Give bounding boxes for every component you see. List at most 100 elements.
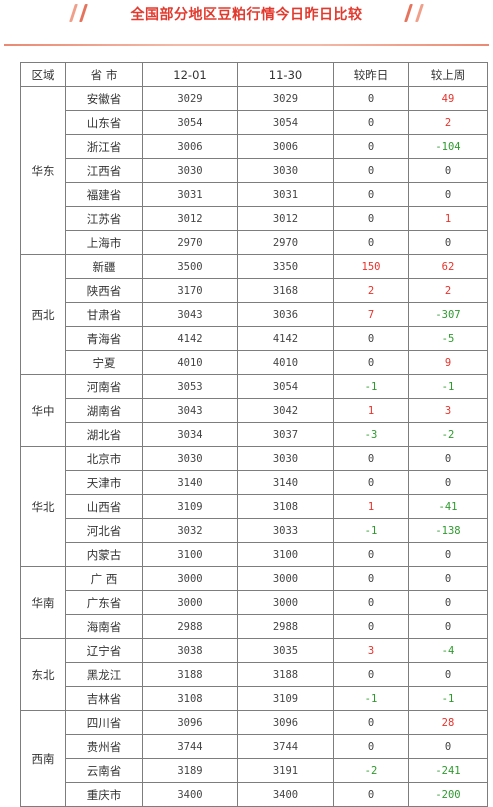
change-vs-last-week-cell: 62 [408,254,488,279]
change-vs-yesterday-cell: 0 [333,182,409,207]
table-row: 福建省 3031 3031 0 0 [21,182,488,207]
header-vs-last-week: 较上周 [408,62,488,87]
page-title: 全国部分地区豆粕行情今日昨日比较 [130,7,363,23]
province-cell: 天津市 [65,470,143,495]
price-yesterday-cell: 3035 [237,638,334,663]
price-today-cell: 3000 [142,566,238,591]
province-cell: 四川省 [65,710,143,735]
price-yesterday-cell: 2970 [237,230,334,255]
price-today-cell: 2970 [142,230,238,255]
table-row: 海南省 2988 2988 0 0 [21,614,488,639]
change-vs-last-week-cell: -41 [408,494,488,519]
price-today-cell: 3006 [142,134,238,159]
province-cell: 黑龙江 [65,662,143,687]
province-cell: 湖北省 [65,422,143,447]
change-vs-last-week-cell: 0 [408,182,488,207]
province-cell: 山西省 [65,494,143,519]
price-yesterday-cell: 3036 [237,302,334,327]
table-row: 内蒙古 3100 3100 0 0 [21,542,488,567]
price-today-cell: 3030 [142,158,238,183]
price-yesterday-cell: 3109 [237,686,334,711]
price-comparison-table-wrapper: 区域 省 市 12-01 11-30 较昨日 较上周 华东 安徽省 3029 3029… [20,62,488,807]
table-row: 上海市 2970 2970 0 0 [21,230,488,255]
price-yesterday-cell: 3030 [237,158,334,183]
price-today-cell: 3031 [142,182,238,207]
change-vs-yesterday-cell: 0 [333,206,409,231]
price-today-cell: 3100 [142,542,238,567]
province-cell: 吉林省 [65,686,143,711]
change-vs-yesterday-cell: 0 [333,782,409,807]
header-region: 区域 [20,62,66,87]
change-vs-last-week-cell: 0 [408,446,488,471]
change-vs-last-week-cell: 0 [408,566,488,591]
table-row: 华中 河南省 3053 3054 -1 -1 [20,374,488,447]
change-vs-last-week-cell: -307 [408,302,488,327]
change-vs-last-week-cell: -2 [408,422,488,447]
change-vs-last-week-cell: -1 [408,374,488,399]
province-cell: 上海市 [65,230,143,255]
province-cell: 贵州省 [65,734,143,759]
change-vs-last-week-cell: 0 [408,590,488,615]
province-cell: 广 西 [65,566,143,591]
change-vs-yesterday-cell: 3 [333,638,409,663]
table-row: 湖南省 3043 3042 1 3 [21,398,488,423]
price-yesterday-cell: 3054 [237,110,334,135]
province-cell: 浙江省 [65,134,143,159]
price-yesterday-cell: 3096 [237,710,334,735]
price-yesterday-cell: 3168 [237,278,334,303]
province-cell: 广东省 [65,590,143,615]
table-row: 天津市 3140 3140 0 0 [21,470,488,495]
change-vs-yesterday-cell: 0 [333,470,409,495]
change-vs-last-week-cell: -241 [408,758,488,783]
price-today-cell: 3054 [142,110,238,135]
region-cell: 华中 [20,374,66,447]
price-yesterday-cell: 4010 [237,350,334,375]
price-yesterday-cell: 3030 [237,446,334,471]
table-row: 山西省 3109 3108 1 -41 [21,494,488,519]
change-vs-last-week-cell: 49 [408,86,488,111]
table-row: 吉林省 3108 3109 -1 -1 [21,686,488,711]
change-vs-last-week-cell: 2 [408,278,488,303]
change-vs-yesterday-cell: -1 [333,518,409,543]
table-row: 广东省 3000 3000 0 0 [21,590,488,615]
price-today-cell: 3400 [142,782,238,807]
table-header-row: 区域 省 市 12-01 11-30 较昨日 较上周 [20,62,488,87]
title-underline [4,44,489,46]
province-cell: 福建省 [65,182,143,207]
province-cell: 山东省 [65,110,143,135]
change-vs-yesterday-cell: 0 [333,566,409,591]
change-vs-yesterday-cell: 0 [333,86,409,111]
price-comparison-table: 区域 省 市 12-01 11-30 较昨日 较上周 华东 安徽省 3029 3029… [20,62,488,807]
price-today-cell: 3140 [142,470,238,495]
table-row: 黑龙江 3188 3188 0 0 [21,662,488,687]
change-vs-last-week-cell: -5 [408,326,488,351]
table-row: 西南 四川省 3096 3096 0 28 [20,710,488,807]
province-cell: 海南省 [65,614,143,639]
change-vs-last-week-cell: 3 [408,398,488,423]
table-row: 江苏省 3012 3012 0 1 [21,206,488,231]
price-yesterday-cell: 3029 [237,86,334,111]
price-yesterday-cell: 3100 [237,542,334,567]
price-today-cell: 3043 [142,302,238,327]
change-vs-yesterday-cell: 0 [333,614,409,639]
change-vs-last-week-cell: 1 [408,206,488,231]
region-cell: 西北 [20,254,66,375]
price-today-cell: 3053 [142,374,238,399]
change-vs-yesterday-cell: 0 [333,110,409,135]
change-vs-last-week-cell: 0 [408,542,488,567]
change-vs-yesterday-cell: -1 [333,686,409,711]
change-vs-last-week-cell: 0 [408,662,488,687]
province-cell: 云南省 [65,758,143,783]
price-yesterday-cell: 3188 [237,662,334,687]
price-today-cell: 3030 [142,446,238,471]
province-cell: 陕西省 [65,278,143,303]
table-row: 甘肃省 3043 3036 7 -307 [21,302,488,327]
header-vs-yesterday: 较昨日 [333,62,409,87]
change-vs-yesterday-cell: 0 [333,710,409,735]
province-cell: 甘肃省 [65,302,143,327]
province-cell: 江西省 [65,158,143,183]
price-today-cell: 3012 [142,206,238,231]
province-cell: 河南省 [65,374,143,399]
price-yesterday-cell: 2988 [237,614,334,639]
province-cell: 重庆市 [65,782,143,807]
